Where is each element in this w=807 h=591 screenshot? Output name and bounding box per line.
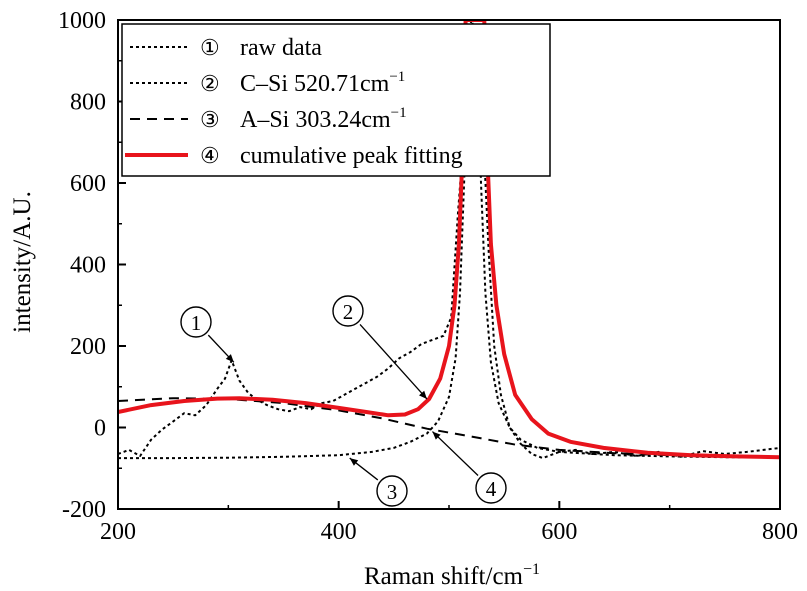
x-tick-label: 800 — [762, 519, 798, 545]
legend-label-c-si-sup: −1 — [389, 69, 405, 85]
legend-num-3: ③ — [200, 107, 220, 132]
legend-label-a-si-sup: −1 — [391, 105, 407, 121]
annotation-circle-2 — [332, 295, 364, 327]
annotation-leader-4 — [431, 431, 479, 476]
annotation-arrowhead-4 — [432, 431, 441, 440]
x-axis-title: Raman shift/cm−1 — [364, 561, 540, 590]
legend-label-a-si: A–Si 303.24cm−1 — [240, 105, 407, 133]
annotation-arrowhead-3 — [349, 458, 359, 466]
x-axis-title-sup: −1 — [523, 561, 540, 578]
legend-label-a-si-text: A–Si 303.24cm — [240, 107, 391, 133]
annotation-label-4: 4 — [486, 477, 497, 501]
x-axis-title-text: Raman shift/cm — [364, 563, 524, 590]
annotation-label-1: 1 — [191, 311, 202, 335]
y-tick-label: 400 — [70, 253, 106, 279]
y-tick-label: 600 — [70, 171, 106, 197]
legend-label-raw-data: raw data — [240, 35, 322, 61]
annotation-leader-2 — [359, 323, 428, 400]
legend: ① raw data ② C–Si 520.71cm−1 ③ A–Si 303.… — [121, 23, 551, 177]
annotation-label-3: 3 — [387, 480, 398, 504]
legend-num-1: ① — [200, 35, 220, 60]
annotation-circle-3 — [376, 475, 408, 507]
y-tick-label: 0 — [94, 416, 106, 442]
legend-num-2: ② — [200, 71, 220, 96]
series-line-2 — [118, 20, 780, 460]
y-tick-label: 800 — [70, 90, 106, 116]
legend-box — [121, 23, 551, 177]
y-axis-title: intensity/A.U. — [9, 191, 36, 333]
annotation-circle-1 — [180, 306, 212, 338]
x-tick-label: 400 — [321, 519, 357, 545]
legend-label-cumulative-fit: cumulative peak fitting — [240, 143, 463, 169]
x-tick-label: 600 — [541, 519, 577, 545]
annotation-arrowhead-2 — [419, 390, 427, 399]
y-tick-label: 1000 — [58, 8, 106, 34]
legend-label-c-si-text: C–Si 520.71cm — [240, 71, 390, 97]
annotation-label-2: 2 — [343, 300, 354, 324]
legend-label-c-si: C–Si 520.71cm−1 — [240, 69, 405, 97]
y-tick-label: -200 — [62, 497, 106, 523]
x-tick-label: 200 — [100, 519, 136, 545]
legend-num-4: ④ — [200, 143, 220, 168]
annotation-arrowhead-1 — [225, 354, 234, 363]
y-tick-label: 200 — [70, 334, 106, 360]
annotation-circle-4 — [475, 472, 507, 504]
